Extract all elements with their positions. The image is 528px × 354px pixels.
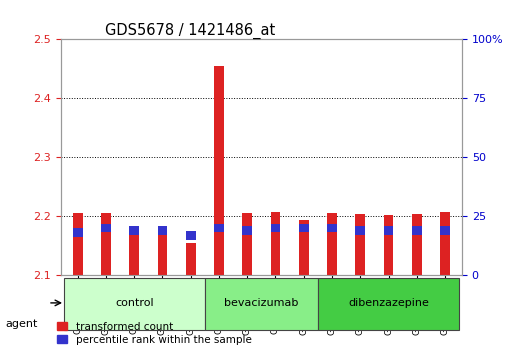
Bar: [129, 226, 139, 235]
Bar: [318, 278, 459, 330]
Bar: [63, 278, 205, 330]
Bar: [129, 227, 139, 275]
Bar: [242, 213, 252, 275]
Bar: [157, 229, 167, 275]
Text: control: control: [115, 298, 154, 308]
Text: bevacizumab: bevacizumab: [224, 298, 298, 308]
Bar: [214, 65, 224, 275]
Bar: [270, 212, 280, 275]
Bar: [73, 228, 82, 237]
Bar: [186, 231, 196, 240]
Bar: [383, 215, 393, 275]
Bar: [214, 224, 224, 233]
Bar: [327, 213, 337, 275]
Bar: [412, 226, 422, 235]
Bar: [270, 224, 280, 233]
Bar: [412, 215, 422, 275]
Text: dibenzazepine: dibenzazepine: [348, 298, 429, 308]
Bar: [186, 243, 196, 275]
Legend: transformed count, percentile rank within the sample: transformed count, percentile rank withi…: [53, 317, 256, 349]
Text: agent: agent: [5, 319, 37, 329]
Bar: [73, 213, 82, 275]
Bar: [355, 215, 365, 275]
Bar: [205, 278, 318, 330]
Bar: [383, 226, 393, 235]
Bar: [101, 213, 111, 275]
Bar: [157, 226, 167, 235]
Bar: [101, 224, 111, 233]
Bar: [440, 212, 450, 275]
Text: GDS5678 / 1421486_at: GDS5678 / 1421486_at: [105, 23, 275, 39]
Bar: [299, 221, 309, 275]
Bar: [327, 224, 337, 233]
Bar: [299, 224, 309, 233]
Bar: [242, 226, 252, 235]
Bar: [440, 226, 450, 235]
Bar: [355, 226, 365, 235]
